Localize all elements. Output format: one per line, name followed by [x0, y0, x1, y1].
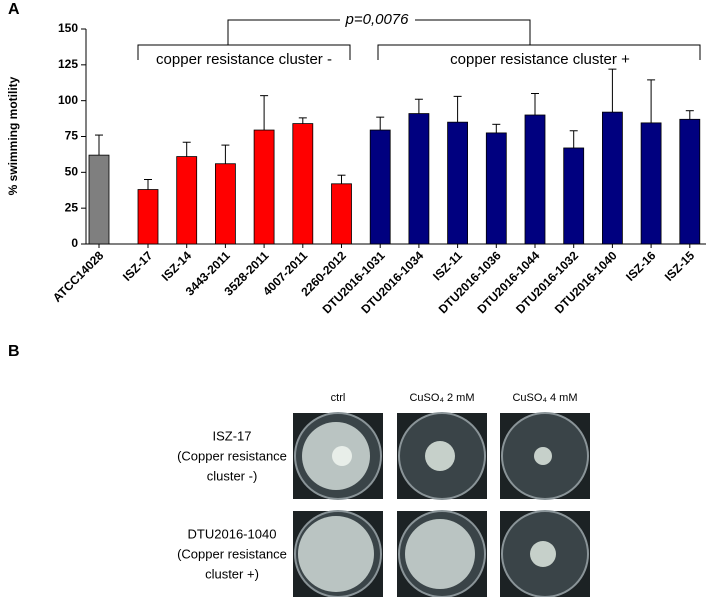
plate-photos	[293, 412, 590, 597]
row-label: cluster +)	[205, 566, 259, 581]
bar	[524, 114, 546, 245]
column-label: CuSO₄ 2 mM	[409, 392, 474, 404]
bar	[447, 121, 469, 245]
bar	[369, 129, 391, 245]
p-value: p=0,0076	[345, 11, 410, 28]
bar	[214, 163, 236, 245]
y-tick-label: 150	[58, 21, 78, 35]
x-tick-label: ATCC14028	[50, 248, 107, 305]
row-label: (Copper resistance	[177, 448, 287, 463]
bar	[563, 147, 585, 245]
bar	[408, 113, 430, 245]
y-tick-label: 75	[65, 129, 79, 143]
cluster-label: copper resistance cluster +	[450, 51, 630, 68]
y-axis-label: % swimming motility	[6, 76, 20, 195]
x-tick-label: ISZ-11	[430, 248, 465, 283]
y-tick-label: 0	[71, 236, 78, 250]
colony	[405, 519, 475, 589]
colony-center	[332, 446, 352, 466]
cluster-label: copper resistance cluster -	[156, 51, 332, 68]
row-label: (Copper resistance	[177, 546, 287, 561]
bar	[292, 123, 314, 245]
bar	[331, 183, 352, 245]
x-tick-label: ISZ-14	[159, 248, 195, 284]
bar	[88, 154, 110, 245]
colony	[534, 447, 552, 465]
colony	[298, 516, 374, 592]
bar	[640, 122, 662, 245]
y-tick-label: 125	[58, 57, 78, 71]
colony	[530, 541, 556, 567]
bar	[602, 111, 623, 245]
x-tick-label: ISZ-16	[623, 248, 659, 284]
y-tick-label: 25	[65, 200, 79, 214]
bar	[253, 129, 275, 245]
panel-label: A	[8, 1, 20, 18]
row-label: cluster -)	[207, 468, 258, 483]
row-label: ISZ-17	[212, 428, 251, 443]
bar	[679, 118, 701, 245]
x-tick-label: ISZ-17	[120, 248, 156, 284]
column-label: CuSO₄ 4 mM	[512, 392, 577, 404]
brackets	[137, 19, 701, 60]
bar	[137, 189, 159, 245]
row-label: DTU2016-1040	[188, 526, 277, 541]
y-tick-label: 50	[65, 165, 79, 179]
x-tick-label: ISZ-15	[662, 248, 698, 284]
bar	[176, 156, 198, 245]
colony	[425, 441, 455, 471]
panel-label: B	[8, 343, 20, 360]
column-label: ctrl	[331, 392, 346, 404]
y-tick-label: 100	[58, 93, 78, 107]
bar	[485, 132, 507, 245]
